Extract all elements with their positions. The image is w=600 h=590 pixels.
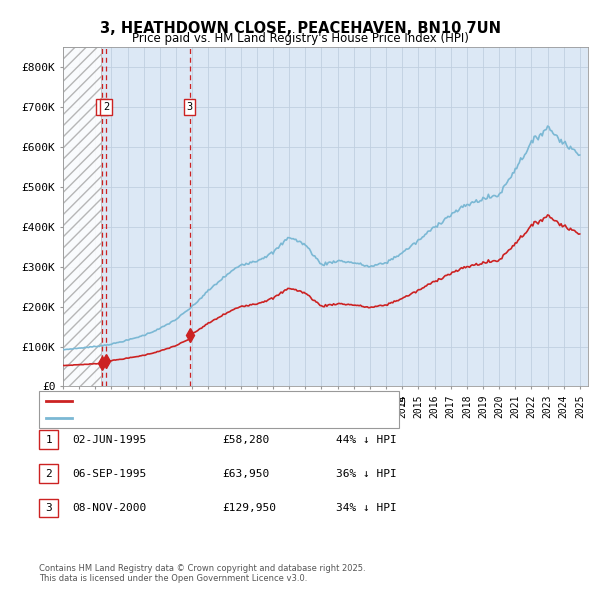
Text: 3, HEATHDOWN CLOSE, PEACEHAVEN, BN10 7UN (detached house): 3, HEATHDOWN CLOSE, PEACEHAVEN, BN10 7UN… bbox=[77, 396, 406, 407]
Text: 34% ↓ HPI: 34% ↓ HPI bbox=[336, 503, 397, 513]
Text: 3, HEATHDOWN CLOSE, PEACEHAVEN, BN10 7UN: 3, HEATHDOWN CLOSE, PEACEHAVEN, BN10 7UN bbox=[100, 21, 500, 35]
Text: 08-NOV-2000: 08-NOV-2000 bbox=[72, 503, 146, 513]
Text: 2: 2 bbox=[103, 102, 109, 112]
Text: 3: 3 bbox=[187, 102, 193, 112]
Text: 44% ↓ HPI: 44% ↓ HPI bbox=[336, 435, 397, 444]
Text: Price paid vs. HM Land Registry's House Price Index (HPI): Price paid vs. HM Land Registry's House … bbox=[131, 32, 469, 45]
Text: £58,280: £58,280 bbox=[222, 435, 269, 444]
Text: 1: 1 bbox=[45, 435, 52, 444]
Bar bbox=[63, 47, 101, 386]
Text: 36% ↓ HPI: 36% ↓ HPI bbox=[336, 469, 397, 478]
Text: £129,950: £129,950 bbox=[222, 503, 276, 513]
Text: 1: 1 bbox=[99, 102, 105, 112]
Text: HPI: Average price, detached house, Lewes: HPI: Average price, detached house, Lewe… bbox=[77, 412, 288, 422]
Text: Contains HM Land Registry data © Crown copyright and database right 2025.
This d: Contains HM Land Registry data © Crown c… bbox=[39, 563, 365, 583]
Text: £63,950: £63,950 bbox=[222, 469, 269, 478]
Text: 3: 3 bbox=[45, 503, 52, 513]
Text: 06-SEP-1995: 06-SEP-1995 bbox=[72, 469, 146, 478]
Text: 2: 2 bbox=[45, 469, 52, 478]
Text: 02-JUN-1995: 02-JUN-1995 bbox=[72, 435, 146, 444]
